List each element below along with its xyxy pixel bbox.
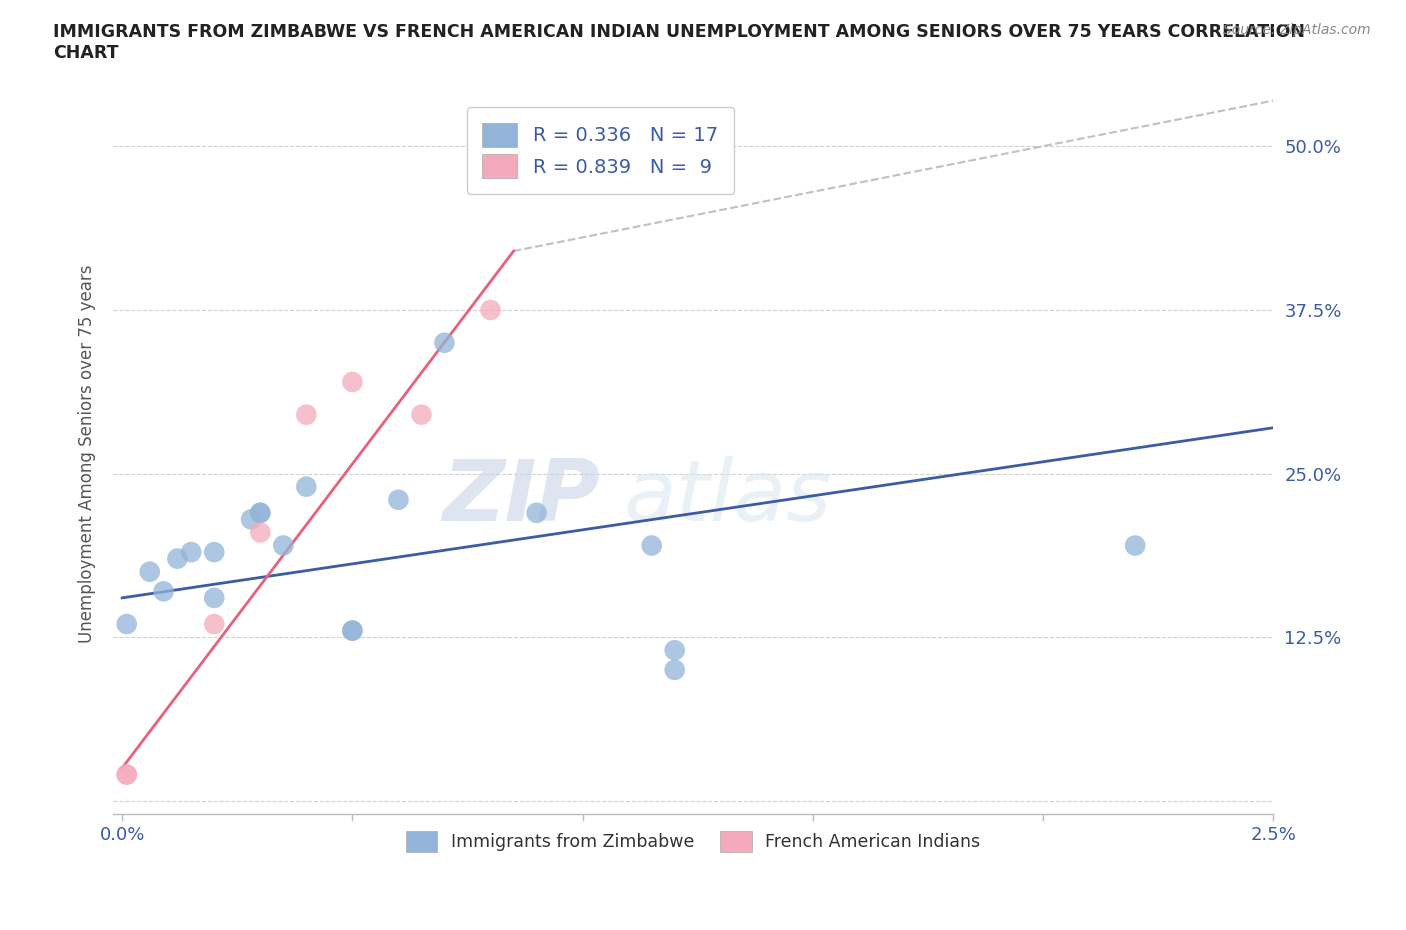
Point — [271, 538, 294, 553]
Point — [202, 617, 225, 631]
Point — [139, 565, 162, 579]
Point — [249, 505, 271, 520]
Point — [479, 302, 502, 317]
Y-axis label: Unemployment Among Seniors over 75 years: Unemployment Among Seniors over 75 years — [79, 265, 96, 644]
Text: ZIP: ZIP — [443, 456, 600, 538]
Point — [342, 623, 364, 638]
Point — [115, 767, 138, 782]
Point — [249, 505, 271, 520]
Point — [202, 591, 225, 605]
Point — [152, 584, 174, 599]
Text: atlas: atlas — [623, 456, 831, 538]
Point — [240, 512, 263, 526]
Point — [202, 545, 225, 560]
Point — [433, 335, 456, 350]
Text: Source: ZipAtlas.com: Source: ZipAtlas.com — [1223, 23, 1371, 37]
Point — [115, 617, 138, 631]
Point — [640, 538, 662, 553]
Point — [1123, 538, 1146, 553]
Point — [342, 375, 364, 390]
Point — [115, 767, 138, 782]
Point — [342, 623, 364, 638]
Point — [411, 407, 433, 422]
Point — [295, 407, 318, 422]
Point — [664, 643, 686, 658]
Point — [180, 545, 202, 560]
Point — [526, 505, 548, 520]
Legend: Immigrants from Zimbabwe, French American Indians: Immigrants from Zimbabwe, French America… — [394, 818, 993, 864]
Point — [387, 492, 409, 507]
Point — [664, 662, 686, 677]
Point — [710, 152, 733, 166]
Point — [249, 525, 271, 540]
Text: IMMIGRANTS FROM ZIMBABWE VS FRENCH AMERICAN INDIAN UNEMPLOYMENT AMONG SENIORS OV: IMMIGRANTS FROM ZIMBABWE VS FRENCH AMERI… — [53, 23, 1305, 62]
Point — [166, 551, 188, 566]
Point — [295, 479, 318, 494]
